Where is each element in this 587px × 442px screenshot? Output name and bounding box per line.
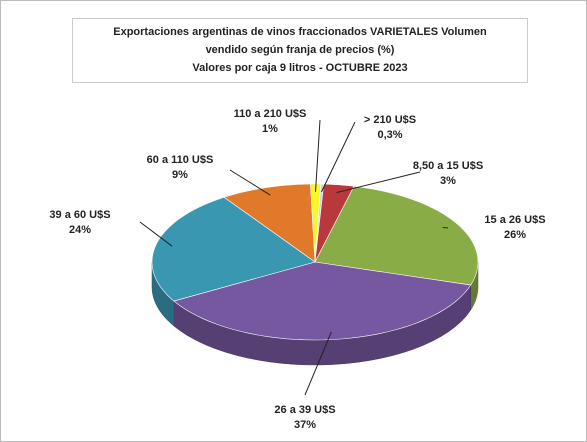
chart-title: vendido según franja de precios (%) [206, 44, 395, 56]
slice-value-label: 26% [504, 229, 526, 241]
slice-value-label: 0,3% [377, 129, 402, 141]
slice-label: 39 a 60 U$S [49, 209, 110, 221]
title-box [72, 18, 528, 83]
leader-line [229, 169, 271, 196]
leader-line [336, 171, 421, 194]
slice-label: 110 a 210 U$S [234, 108, 307, 120]
chart-title: Valores por caja 9 litros - OCTUBRE 2023 [192, 62, 407, 74]
slice-value-label: 37% [294, 419, 316, 431]
slice-value-label: 9% [172, 169, 188, 181]
leader-line [442, 226, 449, 229]
slice [314, 185, 479, 286]
leader-line [315, 119, 321, 192]
slice-label: > 210 U$S [364, 114, 416, 126]
slice [173, 261, 472, 341]
slice-label: 15 a 26 U$S [484, 214, 545, 226]
slice-label: 60 a 110 U$S [147, 154, 214, 166]
chart-title: Exportaciones argentinas de vinos fracci… [113, 26, 487, 38]
slice-label: 26 a 39 U$S [274, 404, 335, 416]
leader-line [304, 331, 332, 396]
slice [151, 196, 316, 302]
slice-value-label: 24% [69, 224, 91, 236]
slice-value-label: 1% [262, 123, 278, 135]
leader-line [139, 221, 173, 247]
slice-value-label: 3% [440, 175, 456, 187]
slice-label: 8,50 a 15 U$S [413, 160, 483, 172]
leader-line [321, 121, 356, 193]
slice [223, 183, 316, 263]
